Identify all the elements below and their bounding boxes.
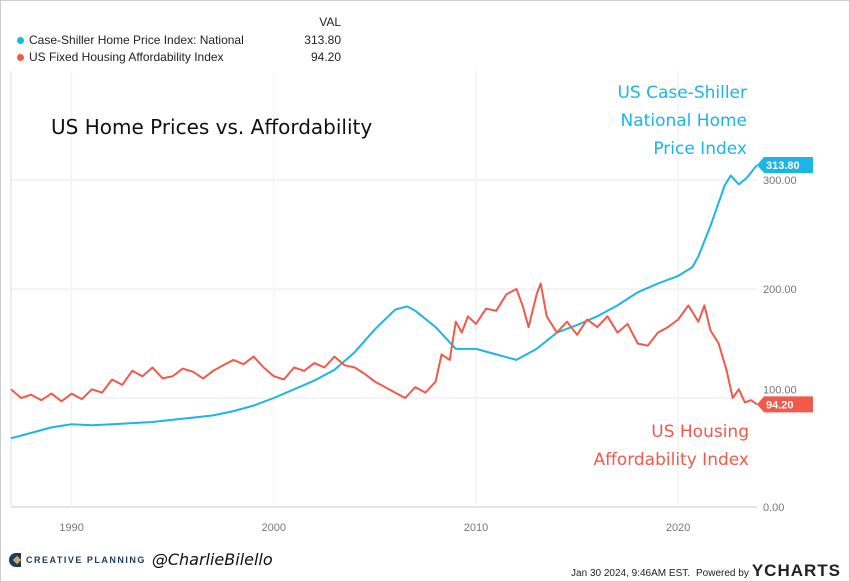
- legend-dot-icon: [17, 37, 24, 44]
- series-line-1: [10, 282, 758, 406]
- legend-value: 313.80: [304, 33, 341, 47]
- annotation-line: US Case-Shiller: [617, 83, 747, 103]
- annotation-line: Price Index: [653, 139, 747, 159]
- y-tick-label: 100.00: [763, 384, 797, 396]
- legend-item-cs[interactable]: Case-Shiller Home Price Index: National …: [17, 33, 341, 47]
- y-tick-label: 0.00: [763, 502, 784, 514]
- legend-label: US Fixed Housing Affordability Index: [29, 50, 224, 64]
- last-value-badge: [757, 396, 813, 413]
- x-tick-label: 2000: [262, 522, 286, 534]
- brand-name: CREATIVE PLANNING: [26, 554, 146, 565]
- twitter-handle[interactable]: @CharlieBilello: [151, 550, 273, 569]
- powered-by: Powered by: [696, 568, 749, 579]
- aff-annotation: US Housing Affordability Index: [593, 418, 749, 474]
- last-value-label: 94.20: [766, 399, 794, 411]
- x-tick-label: 2010: [464, 522, 488, 534]
- series-line-0: [10, 164, 758, 440]
- x-tick-label: 1990: [59, 522, 83, 534]
- annotation-line: Affordability Index: [593, 450, 749, 470]
- annotation-line: National Home: [620, 111, 747, 131]
- ycharts-logo[interactable]: YCHARTS: [751, 561, 841, 580]
- last-value-label: 313.80: [766, 160, 800, 172]
- y-tick-label: 200.00: [763, 284, 797, 296]
- x-tick-label: 2020: [666, 522, 690, 534]
- line-chart: 0.00 100.00 200.00 300.00 1990 2000 2010 2020 31…: [10, 71, 813, 534]
- legend-header: VAL: [319, 15, 341, 29]
- footer-brand: CREATIVE PLANNING @CharlieBilello: [9, 550, 273, 569]
- legend-item-aff[interactable]: US Fixed Housing Affordability Index 94.…: [17, 50, 341, 64]
- cs-annotation: US Case-Shiller National Home Price Inde…: [617, 79, 747, 163]
- last-value-badge: [757, 156, 813, 173]
- legend-value: 94.20: [310, 50, 341, 64]
- chart-title: US Home Prices vs. Affordability: [51, 115, 373, 139]
- legend-label: Case-Shiller Home Price Index: National: [29, 33, 244, 47]
- legend-dot-icon: [17, 54, 24, 61]
- creative-planning-logo-icon: [9, 552, 22, 567]
- y-tick-label: 300.00: [763, 175, 797, 187]
- annotation-line: US Housing: [651, 422, 749, 442]
- footer-meta: Jan 30 2024, 9:46AM EST. Powered by YCHA…: [571, 561, 841, 581]
- timestamp: Jan 30 2024, 9:46AM EST.: [571, 568, 691, 579]
